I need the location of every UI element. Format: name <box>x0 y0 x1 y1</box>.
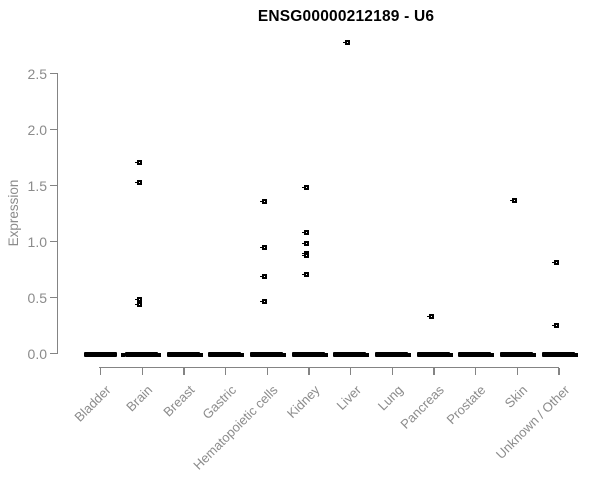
data-point <box>301 272 309 278</box>
data-point <box>551 259 559 265</box>
x-category-label: Liver <box>333 382 364 413</box>
x-tick-mark <box>391 368 393 375</box>
x-category-label: Unknown / Other <box>492 382 573 462</box>
x-tick-mark <box>474 368 477 375</box>
x-tick-mark <box>141 368 144 375</box>
x-tick-mark <box>224 368 227 375</box>
data-point <box>301 253 309 259</box>
chart-title: ENSG00000212189 - U6 <box>257 8 435 25</box>
data-point <box>343 40 351 46</box>
zero-cluster-bar <box>250 352 287 357</box>
y-axis-label: Expression <box>6 179 21 247</box>
y-tick-mark <box>50 297 57 299</box>
x-category-label: Pancreas <box>397 382 448 432</box>
y-tick-label: 1.5 <box>27 178 47 194</box>
x-category-label: Hematopoietic cells <box>190 382 281 473</box>
y-tick-label: 2.0 <box>27 122 47 138</box>
zero-cluster-bar <box>416 352 453 357</box>
x-category-label: Brain <box>123 382 156 415</box>
data-point <box>135 302 143 308</box>
zero-cluster-bar <box>333 352 370 357</box>
x-tick-mark <box>349 368 352 375</box>
x-category-label: Bladder <box>71 382 114 425</box>
x-category-label: Kidney <box>283 382 323 422</box>
zero-cluster-bar <box>541 352 578 357</box>
data-point <box>260 245 268 251</box>
x-category-label: Gastric <box>199 382 239 423</box>
zero-cluster-bar <box>458 352 495 357</box>
x-tick-mark <box>516 368 518 375</box>
y-tick-label: 2.5 <box>27 66 47 82</box>
y-tick-mark <box>50 353 57 355</box>
y-tick-mark <box>50 241 57 243</box>
zero-cluster-bar <box>500 352 536 357</box>
zero-cluster-bar <box>375 352 412 357</box>
data-point <box>551 322 559 328</box>
y-axis-line <box>57 73 59 354</box>
x-tick-mark <box>433 368 435 375</box>
data-point <box>135 180 143 186</box>
data-point <box>301 229 309 235</box>
zero-cluster-bar <box>291 352 328 357</box>
data-point <box>260 274 268 280</box>
x-tick-mark <box>266 368 268 375</box>
data-point <box>260 199 268 205</box>
zero-cluster-bar <box>125 352 162 357</box>
data-point <box>135 160 143 166</box>
data-point <box>260 298 268 304</box>
zero-cluster-bar <box>208 352 245 357</box>
y-tick-mark <box>50 73 57 75</box>
data-point <box>301 240 309 246</box>
data-point <box>301 184 309 190</box>
x-category-label: Skin <box>501 382 531 411</box>
zero-cluster-bar <box>166 352 203 357</box>
x-category-label: Breast <box>160 382 198 420</box>
x-tick-mark <box>183 368 185 375</box>
data-point <box>510 198 517 204</box>
data-point <box>426 313 434 319</box>
x-tick-mark <box>558 368 560 375</box>
zero-cluster-bar <box>83 352 125 357</box>
data-point <box>135 296 143 302</box>
x-tick-mark <box>308 368 310 375</box>
y-tick-mark <box>50 129 57 131</box>
x-axis-line <box>99 367 559 369</box>
x-category-label: Prostate <box>443 382 489 428</box>
x-category-label: Lung <box>374 382 406 414</box>
y-tick-label: 0.5 <box>27 290 47 306</box>
y-tick-mark <box>50 185 57 187</box>
x-tick-mark <box>100 368 102 375</box>
y-tick-label: 0.0 <box>27 346 47 362</box>
y-tick-label: 1.0 <box>27 234 47 250</box>
